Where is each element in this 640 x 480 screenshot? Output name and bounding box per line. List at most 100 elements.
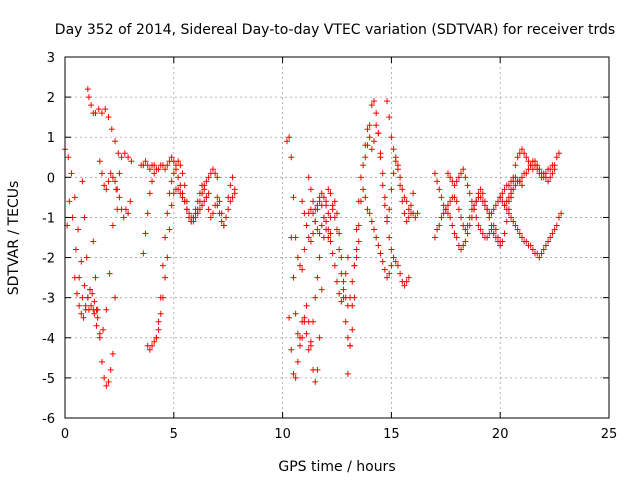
y-tick-label: 3 <box>47 51 55 66</box>
data-point <box>397 270 404 277</box>
data-point <box>512 162 519 169</box>
data-point <box>434 178 441 185</box>
data-point <box>516 230 523 237</box>
data-point <box>455 174 462 181</box>
data-point <box>477 194 484 201</box>
data-point <box>294 330 301 337</box>
data-point <box>477 226 484 233</box>
data-point <box>292 374 299 381</box>
data-point <box>364 206 371 213</box>
data-point <box>286 134 293 141</box>
data-point <box>431 234 438 241</box>
data-point <box>549 170 556 177</box>
data-point <box>551 166 558 173</box>
data-point <box>305 318 312 325</box>
data-point <box>151 338 158 345</box>
data-point <box>510 186 517 193</box>
data-point <box>177 190 184 197</box>
data-point <box>229 194 236 201</box>
data-point <box>288 346 295 353</box>
axis-ticks: 0 5 10 15 20 25 -6 -5 -4 -3 -2 -1 0 1 2 3 <box>42 51 617 442</box>
data-point <box>547 234 554 241</box>
x-tick-label: 25 <box>601 427 618 442</box>
data-point <box>414 210 421 217</box>
data-point <box>477 186 484 193</box>
data-point <box>93 306 100 313</box>
data-point <box>84 86 91 93</box>
data-point <box>101 374 108 381</box>
data-point <box>390 170 397 177</box>
data-point <box>164 162 171 169</box>
data-point <box>377 250 384 257</box>
data-point <box>336 246 343 253</box>
data-point <box>199 182 206 189</box>
data-point <box>523 154 530 161</box>
data-point <box>168 154 175 161</box>
data-point <box>142 158 149 165</box>
data-point <box>303 330 310 337</box>
x-tick-label: 10 <box>274 427 291 442</box>
data-point <box>162 234 169 241</box>
data-point <box>392 258 399 265</box>
data-point <box>484 206 491 213</box>
data-point <box>347 342 354 349</box>
data-point <box>92 274 99 281</box>
data-point <box>78 258 85 265</box>
data-point <box>294 358 301 365</box>
data-point <box>512 222 519 229</box>
data-point <box>327 190 334 197</box>
y-tick-label: 2 <box>47 91 55 106</box>
data-point <box>100 326 107 333</box>
data-point <box>405 274 412 281</box>
data-point <box>377 150 384 157</box>
data-point <box>307 342 314 349</box>
data-point <box>196 190 203 197</box>
data-point <box>76 302 83 309</box>
data-point <box>397 182 404 189</box>
data-point <box>307 186 314 193</box>
data-point <box>518 146 525 153</box>
data-point <box>342 318 349 325</box>
data-point <box>436 222 443 229</box>
data-point <box>386 234 393 241</box>
data-point <box>394 262 401 269</box>
data-point <box>128 158 135 165</box>
data-point <box>558 210 565 217</box>
data-point <box>545 178 552 185</box>
data-point <box>540 174 547 181</box>
data-point <box>95 106 102 113</box>
data-point <box>155 326 162 333</box>
data-point <box>484 234 491 241</box>
data-point <box>462 238 469 245</box>
data-point <box>175 186 182 193</box>
data-point <box>71 194 78 201</box>
data-point <box>105 178 112 185</box>
data-point <box>492 226 499 233</box>
data-point <box>114 186 121 193</box>
data-point <box>299 334 306 341</box>
data-point <box>353 254 360 261</box>
data-point <box>362 142 369 149</box>
data-point <box>540 246 547 253</box>
data-point <box>464 222 471 229</box>
data-point <box>442 206 449 213</box>
data-point <box>175 174 182 181</box>
data-point <box>190 214 197 221</box>
y-tick-label: -2 <box>42 252 55 267</box>
data-point <box>370 98 377 105</box>
data-point <box>203 178 210 185</box>
data-point <box>521 150 528 157</box>
data-point <box>468 198 475 205</box>
data-point <box>495 234 502 241</box>
data-point <box>368 218 375 225</box>
data-point <box>75 226 82 233</box>
data-point <box>449 222 456 229</box>
data-point <box>305 174 312 181</box>
data-point <box>299 198 306 205</box>
data-point <box>392 154 399 161</box>
data-point <box>107 170 114 177</box>
data-point <box>220 222 227 229</box>
series-f <box>96 158 134 221</box>
data-point <box>325 186 332 193</box>
data-point <box>157 310 164 317</box>
